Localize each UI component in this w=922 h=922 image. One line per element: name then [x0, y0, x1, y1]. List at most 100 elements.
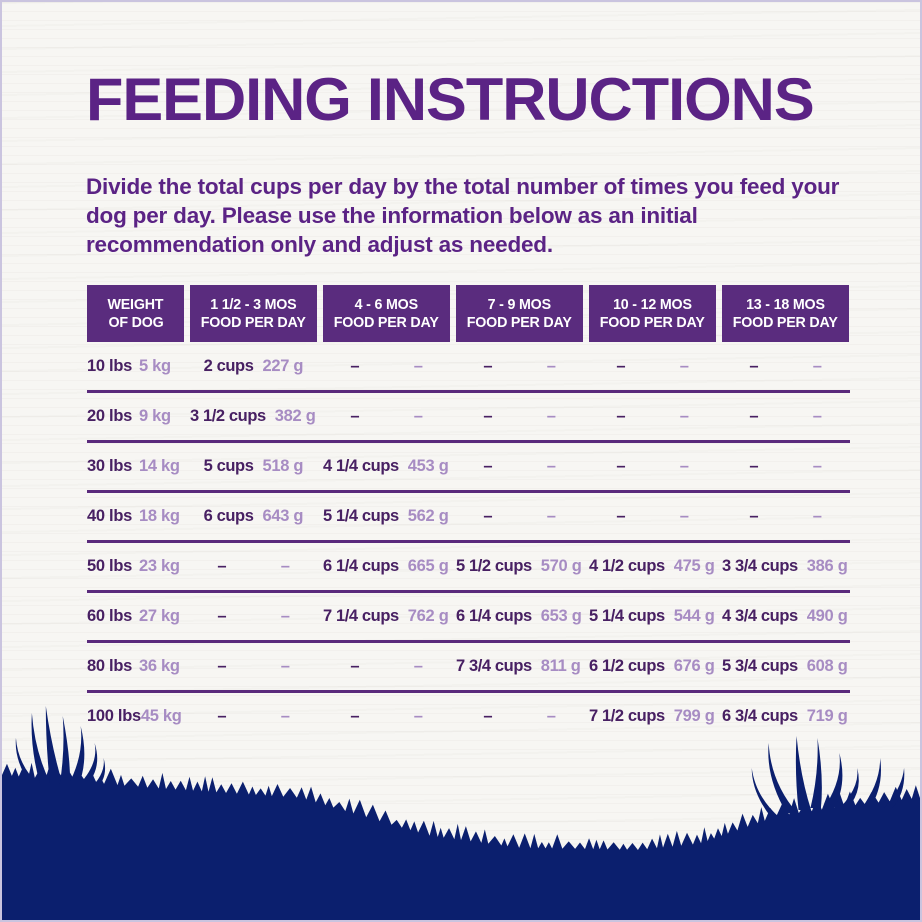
- cups-value: 4 1/2 cups: [589, 557, 665, 575]
- food-amount-cell: 4 1/4 cups 453 g: [323, 457, 450, 476]
- grams-value: 382 g: [274, 407, 316, 425]
- column-header: 13 - 18 MOS FOOD PER DAY: [722, 285, 849, 342]
- grass-silhouette: [2, 706, 920, 920]
- table-row: 20 lbs 9 kg 3 1/2 cups 382 g – – – – – – – –: [87, 393, 850, 443]
- column-header-line2: FOOD PER DAY: [467, 313, 572, 331]
- food-amount-cell: 7 1/4 cups 762 g: [323, 607, 450, 626]
- grams-value: –: [546, 457, 556, 475]
- cups-value: –: [483, 707, 493, 725]
- cups-value: –: [483, 457, 493, 475]
- food-amount-cell: 4 3/4 cups 490 g: [722, 607, 849, 626]
- food-amount-cell: – –: [722, 407, 849, 426]
- cups-value: –: [350, 357, 360, 375]
- food-amount-cell: – –: [456, 707, 583, 726]
- cups-value: –: [217, 707, 227, 725]
- column-header: WEIGHT OF DOG: [87, 285, 184, 342]
- grams-value: –: [413, 407, 423, 425]
- grams-value: –: [679, 457, 689, 475]
- cups-value: 6 3/4 cups: [722, 707, 798, 725]
- grams-value: 518 g: [262, 457, 304, 475]
- weight-cell: 40 lbs 18 kg: [87, 507, 184, 526]
- cups-value: –: [350, 707, 360, 725]
- table-row: 10 lbs 5 kg 2 cups 227 g – – – – – – – –: [87, 343, 850, 393]
- feeding-table: WEIGHT OF DOG 1 1/2 - 3 MOS FOOD PER DAY 4 -…: [87, 285, 850, 740]
- food-amount-cell: – –: [456, 507, 583, 526]
- food-amount-cell: – –: [456, 357, 583, 376]
- food-amount-cell: 3 3/4 cups 386 g: [722, 557, 849, 576]
- cups-value: –: [217, 607, 227, 625]
- grams-value: 719 g: [806, 707, 848, 725]
- food-amount-cell: 6 1/2 cups 676 g: [589, 657, 716, 676]
- grams-value: –: [546, 357, 556, 375]
- grams-value: –: [280, 657, 290, 675]
- weight-lbs: 50 lbs: [87, 557, 132, 575]
- food-amount-cell: – –: [323, 407, 450, 426]
- grams-value: 799 g: [673, 707, 715, 725]
- column-header-line1: 1 1/2 - 3 MOS: [210, 295, 297, 313]
- cups-value: –: [749, 357, 759, 375]
- food-amount-cell: – –: [722, 507, 849, 526]
- cups-value: –: [749, 457, 759, 475]
- grams-value: 643 g: [262, 507, 304, 525]
- grams-value: –: [546, 707, 556, 725]
- weight-lbs: 100 lbs: [87, 707, 141, 725]
- column-header-line1: 10 - 12 MOS: [613, 295, 692, 313]
- grams-value: –: [812, 507, 822, 525]
- food-amount-cell: 6 cups 643 g: [190, 507, 317, 526]
- cups-value: –: [749, 507, 759, 525]
- food-amount-cell: 5 cups 518 g: [190, 457, 317, 476]
- food-amount-cell: 5 3/4 cups 608 g: [722, 657, 849, 676]
- cups-value: 5 1/2 cups: [456, 557, 532, 575]
- grams-value: –: [413, 657, 423, 675]
- cups-value: 7 3/4 cups: [456, 657, 532, 675]
- column-header-line1: 7 - 9 MOS: [487, 295, 552, 313]
- weight-kg: 5 kg: [139, 357, 171, 375]
- grams-value: –: [413, 707, 423, 725]
- grams-value: 811 g: [540, 657, 581, 675]
- column-header-line2: FOOD PER DAY: [600, 313, 705, 331]
- cups-value: 6 1/4 cups: [456, 607, 532, 625]
- weight-kg: 14 kg: [139, 457, 180, 475]
- grams-value: –: [679, 407, 689, 425]
- weight-kg: 27 kg: [139, 607, 180, 625]
- cups-value: 6 1/2 cups: [589, 657, 665, 675]
- food-amount-cell: – –: [722, 457, 849, 476]
- grams-value: –: [280, 707, 290, 725]
- grams-value: 676 g: [673, 657, 715, 675]
- food-amount-cell: 6 3/4 cups 719 g: [722, 707, 849, 726]
- grams-value: 762 g: [407, 607, 449, 625]
- weight-kg: 45 kg: [140, 707, 182, 725]
- food-amount-cell: – –: [456, 407, 583, 426]
- cups-value: 6 cups: [203, 507, 254, 525]
- cups-value: –: [483, 507, 493, 525]
- grams-value: –: [280, 607, 290, 625]
- cups-value: –: [616, 407, 626, 425]
- food-amount-cell: 2 cups 227 g: [190, 357, 317, 376]
- column-header-line1: WEIGHT: [107, 295, 164, 313]
- cups-value: –: [217, 657, 227, 675]
- weight-cell: 100 lbs 45 kg: [87, 707, 184, 726]
- grams-value: –: [413, 357, 423, 375]
- grams-value: 490 g: [806, 607, 848, 625]
- table-header-row: WEIGHT OF DOG 1 1/2 - 3 MOS FOOD PER DAY 4 -…: [87, 285, 850, 342]
- weight-kg: 9 kg: [139, 407, 171, 425]
- food-amount-cell: – –: [323, 357, 450, 376]
- food-amount-cell: – –: [323, 657, 450, 676]
- food-amount-cell: – –: [589, 357, 716, 376]
- cups-value: 5 3/4 cups: [722, 657, 798, 675]
- weight-cell: 60 lbs 27 kg: [87, 607, 184, 626]
- weight-cell: 10 lbs 5 kg: [87, 357, 184, 376]
- table-body: 10 lbs 5 kg 2 cups 227 g – – – – – – – –20 lbs 9 kg 3…: [87, 343, 850, 740]
- food-amount-cell: – –: [589, 507, 716, 526]
- weight-cell: 20 lbs 9 kg: [87, 407, 184, 426]
- weight-cell: 50 lbs 23 kg: [87, 557, 184, 576]
- food-amount-cell: 4 1/2 cups 475 g: [589, 557, 716, 576]
- cups-value: –: [350, 407, 360, 425]
- grams-value: –: [679, 507, 689, 525]
- page-title: FEEDING INSTRUCTIONS: [86, 66, 815, 133]
- column-header: 4 - 6 MOS FOOD PER DAY: [323, 285, 450, 342]
- grams-value: 608 g: [806, 657, 848, 675]
- grams-value: 227 g: [262, 357, 304, 375]
